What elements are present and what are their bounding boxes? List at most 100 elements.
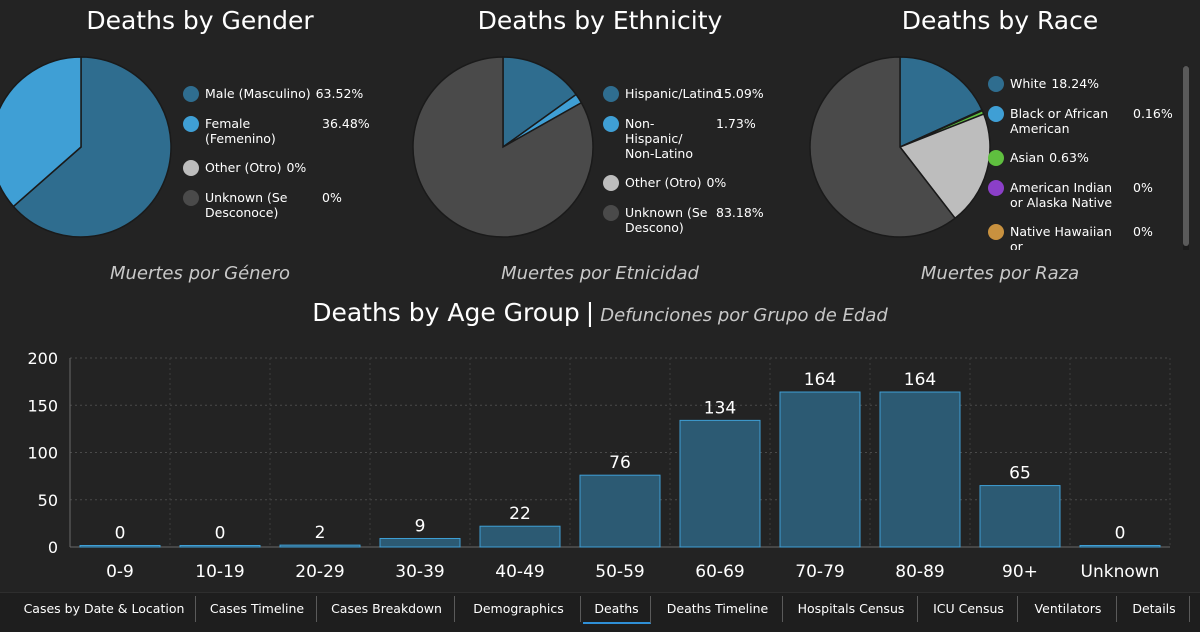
gender-panel: Deaths by Gender Male (Masculino) 63.52% F… <box>0 0 400 292</box>
legend-value: 0.63% <box>1049 150 1089 165</box>
legend-label: Native Hawaiian or <box>1010 224 1112 250</box>
y-tick-label: 200 <box>27 349 58 368</box>
bar-value-label: 0 <box>115 524 126 544</box>
ethnicity-chart-subtitle: Muertes por Etnicidad <box>501 263 699 284</box>
gender-chart-subtitle: Muertes por Género <box>109 263 291 284</box>
legend-label: American Indian or Alaska Native <box>1010 180 1113 210</box>
legend-item-asian[interactable]: Asian 0.63% <box>988 150 1184 166</box>
bar-value-label: 164 <box>804 370 836 390</box>
legend-swatch <box>603 175 619 191</box>
bar-10-19[interactable] <box>179 545 261 548</box>
tab-cases-by-date-location[interactable]: Cases by Date & Location <box>13 596 196 622</box>
legend-value: 1.73% <box>716 116 756 131</box>
tab-hospitals-census[interactable]: Hospitals Census <box>785 596 918 622</box>
legend-value: 0% <box>706 175 727 190</box>
legend-label: Hispanic/Latino <box>625 86 722 101</box>
legend-swatch <box>183 116 199 132</box>
legend-label: Female (Femenino) <box>205 116 276 146</box>
bar-60-69[interactable] <box>679 419 761 548</box>
race-legend-scrollbar-thumb[interactable] <box>1183 66 1189 246</box>
race-pie-chart <box>809 56 991 238</box>
legend-swatch <box>988 150 1004 166</box>
legend-item-unknown-se-desconoce[interactable]: Unknown (Se Desconoce) 0% <box>183 190 388 220</box>
tab-ventilators[interactable]: Ventilators <box>1020 596 1117 622</box>
legend-label: Black or African American <box>1010 106 1109 136</box>
ethnicity-legend: Hispanic/Latino 15.09% Non-Hispanic/ Non-L… <box>603 86 793 249</box>
legend-item-female-femenino[interactable]: Female (Femenino) 36.48% <box>183 116 388 146</box>
pie-slice-male-masculino[interactable] <box>12 56 172 238</box>
legend-item-native-hawaiian-or[interactable]: Native Hawaiian or 0% <box>988 224 1184 250</box>
x-tick-label: 40-49 <box>495 562 544 582</box>
legend-swatch <box>603 205 619 221</box>
legend-swatch <box>988 106 1004 122</box>
bar-80-89[interactable] <box>879 391 961 548</box>
legend-item-other-otro[interactable]: Other (Otro) 0% <box>183 160 388 176</box>
tab-bar: Cases by Date & Location Cases Timeline Ca… <box>0 592 1200 632</box>
race-legend-scroll-area[interactable]: White 18.24% Black or African American 0.16… <box>988 76 1184 250</box>
legend-label: Asian <box>1010 150 1045 165</box>
bar-40-49[interactable] <box>479 525 561 548</box>
bar-value-label: 9 <box>415 516 426 536</box>
tab-details[interactable]: Details <box>1119 596 1190 622</box>
bar-50-59[interactable] <box>579 474 661 548</box>
tab-demographics[interactable]: Demographics <box>457 596 581 622</box>
legend-item-black-or-african-american[interactable]: Black or African American 0.16% <box>988 106 1184 136</box>
tab-cases-breakdown[interactable]: Cases Breakdown <box>319 596 455 622</box>
legend-value: 0% <box>1133 224 1153 239</box>
bar-value-label: 2 <box>315 523 326 543</box>
x-tick-label: 90+ <box>1002 562 1038 582</box>
bar-0-9[interactable] <box>79 545 161 548</box>
gender-pie-chart <box>0 56 172 238</box>
tab-cases-timeline[interactable]: Cases Timeline <box>198 596 317 622</box>
bar-30-39[interactable] <box>379 537 461 548</box>
legend-swatch <box>988 76 1004 92</box>
race-legend-scrollbar[interactable] <box>1183 66 1189 250</box>
legend-label: Unknown (Se Descono) <box>625 205 708 235</box>
gender-chart-title: Deaths by Gender <box>86 6 314 35</box>
pie-slice-unknown-se-descono[interactable] <box>412 56 594 238</box>
pie-slice-female-femenino[interactable] <box>0 56 82 208</box>
legend-item-other-otro[interactable]: Other (Otro) 0% <box>603 175 793 191</box>
legend-swatch <box>988 180 1004 196</box>
legend-swatch <box>183 160 199 176</box>
legend-item-male-masculino[interactable]: Male (Masculino) 63.52% <box>183 86 388 102</box>
bar-unknown[interactable] <box>1079 545 1161 548</box>
age-chart-subtitle: Defunciones por Grupo de Edad <box>600 305 888 326</box>
race-chart-title: Deaths by Race <box>901 6 1099 35</box>
ethnicity-pie-chart <box>412 56 594 238</box>
tab-deaths[interactable]: Deaths <box>583 596 651 624</box>
race-chart-subtitle: Muertes por Raza <box>920 263 1080 284</box>
bar-value-label: 0 <box>1115 524 1126 544</box>
legend-item-white[interactable]: White 18.24% <box>988 76 1184 92</box>
legend-value: 18.24% <box>1051 76 1100 91</box>
legend-item-american-indian-or-alaska-native[interactable]: American Indian or Alaska Native 0% <box>988 180 1184 210</box>
x-tick-label: 60-69 <box>695 562 744 582</box>
pie-slice-hispanic-latino[interactable] <box>502 56 578 149</box>
legend-swatch <box>183 190 199 206</box>
bar-20-29[interactable] <box>279 544 361 548</box>
x-tick-label: 0-9 <box>106 562 134 582</box>
pie-slice-unknown[interactable] <box>809 56 957 238</box>
tab-deaths-timeline[interactable]: Deaths Timeline <box>653 596 783 622</box>
bar-value-label: 76 <box>609 453 631 473</box>
legend-value: 36.48% <box>322 116 370 131</box>
y-tick-label: 150 <box>27 396 58 415</box>
legend-item-non-hispanic-non-latino[interactable]: Non-Hispanic/ Non-Latino 1.73% <box>603 116 793 161</box>
race-legend: White 18.24% Black or African American 0.16… <box>988 76 1184 250</box>
bar-90[interactable] <box>979 485 1061 548</box>
legend-value: 0% <box>322 190 342 205</box>
legend-label: Male (Masculino) <box>205 86 311 101</box>
age-chart-heading: Deaths by Age Group | Defunciones por Grup… <box>0 298 1200 327</box>
legend-item-unknown-se-descono[interactable]: Unknown (Se Descono) 83.18% <box>603 205 793 235</box>
legend-value: 0% <box>1133 180 1153 195</box>
bar-70-79[interactable] <box>779 391 861 548</box>
pie-slice-white[interactable] <box>899 56 983 149</box>
legend-item-hispanic-latino[interactable]: Hispanic/Latino 15.09% <box>603 86 793 102</box>
legend-value: 15.09% <box>716 86 764 101</box>
bar-value-label: 0 <box>215 524 226 544</box>
legend-label: Non-Hispanic/ Non-Latino <box>625 116 693 161</box>
pie-slice-other[interactable] <box>898 113 991 220</box>
tab-icu-census[interactable]: ICU Census <box>920 596 1018 622</box>
legend-swatch <box>183 86 199 102</box>
legend-label: White <box>1010 76 1047 91</box>
